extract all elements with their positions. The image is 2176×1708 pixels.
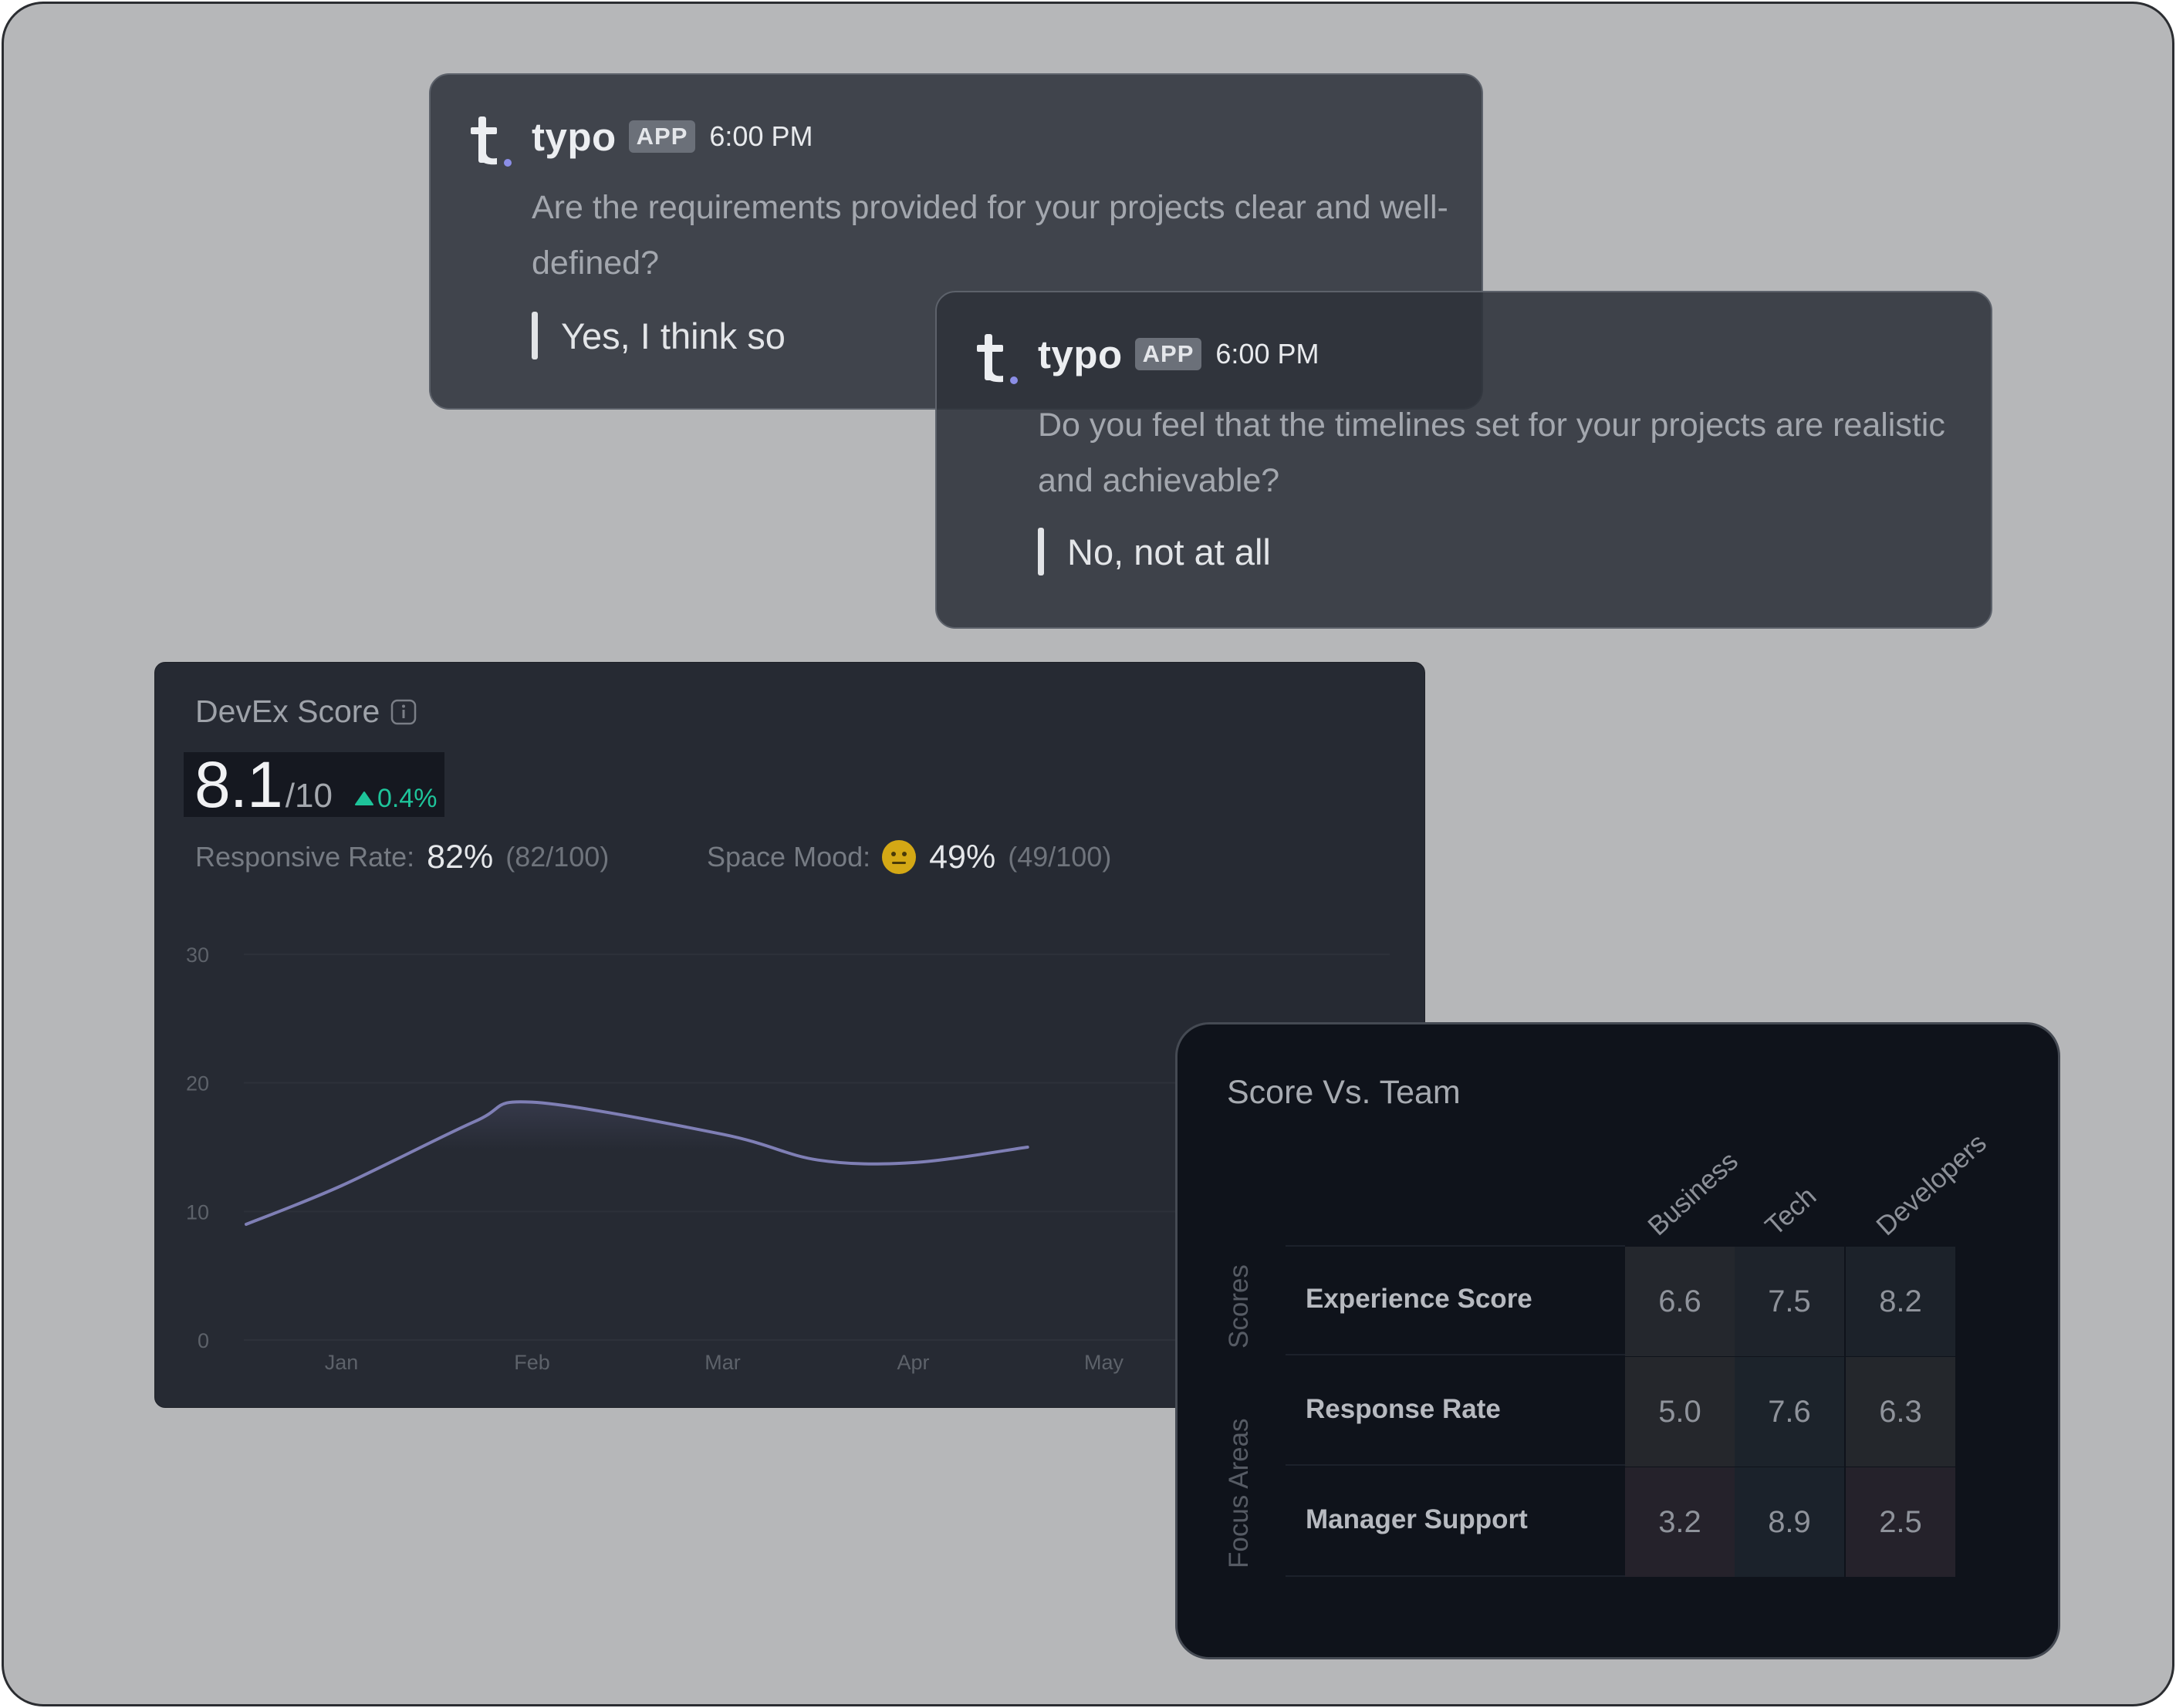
responsive-rate-value: 82% (427, 838, 494, 876)
team-panel-title: Score Vs. Team (1227, 1074, 1461, 1111)
responsive-rate-stat: Responsive Rate: 82% (82/100) (195, 834, 609, 880)
message-answer: No, not at all (1038, 527, 1271, 576)
score-cell: 6.3 (1846, 1357, 1955, 1467)
space-mood-stat: Space Mood: 49% (49/100) (707, 834, 1111, 880)
x-tick-label: Apr (897, 1351, 929, 1374)
message-answer: Yes, I think so (532, 311, 786, 360)
message-question: Are the requirements provided for your p… (532, 189, 1448, 282)
message-question: Do you feel that the timelines set for y… (1038, 407, 1945, 499)
neutral-face-icon (882, 840, 917, 874)
row-group-label: Scores (1224, 1264, 1254, 1349)
score-delta-value: 0.4% (377, 783, 438, 813)
y-tick-label: 0 (198, 1329, 209, 1352)
space-mood-label: Space Mood: (707, 841, 871, 873)
column-header: Developers (1870, 1127, 1992, 1242)
score-delta: 0.4% (354, 783, 438, 814)
score-vs-team-panel: Score Vs. Team Business Tech Developers Sco… (1175, 1022, 2060, 1659)
table-divider (1286, 1575, 1625, 1577)
responsive-rate-label: Responsive Rate: (195, 841, 415, 873)
series-line (245, 1100, 1029, 1226)
devex-title-text: DevEx Score (195, 694, 380, 729)
x-tick-label: Feb (514, 1351, 550, 1374)
score-cell: 8.9 (1735, 1467, 1844, 1577)
score-cell: 2.5 (1846, 1467, 1955, 1577)
answer-text: No, not at all (1067, 531, 1271, 572)
row-label: Manager Support (1306, 1504, 1528, 1534)
row-label: Experience Score (1306, 1284, 1532, 1314)
score-cell: 5.0 (1625, 1357, 1735, 1467)
y-tick-label: 10 (186, 1200, 209, 1224)
typo-logo-icon (471, 116, 512, 167)
responsive-rate-detail: (82/100) (505, 841, 610, 873)
space-mood-value: 49% (929, 838, 996, 876)
column-header: Tech (1759, 1180, 1823, 1242)
column-header: Business (1642, 1146, 1744, 1242)
answer-text: Yes, I think so (561, 315, 786, 356)
x-tick-label: May (1084, 1351, 1124, 1374)
message-time: 6:00 PM (1215, 338, 1319, 370)
series-area (246, 1102, 1028, 1340)
typo-logo-icon (977, 334, 1018, 384)
score-cell: 7.5 (1735, 1247, 1844, 1356)
row-label: Response Rate (1306, 1394, 1501, 1424)
sender-name: typo (1038, 332, 1123, 376)
app-badge: APP (1134, 338, 1202, 370)
chat-message-card: typo APP 6:00 PM Do you feel that the ti… (935, 291, 1992, 629)
message-time: 6:00 PM (709, 120, 813, 152)
score-cell: 3.2 (1625, 1467, 1735, 1577)
x-tick-label: Jan (325, 1351, 359, 1374)
quote-bar (1038, 528, 1044, 576)
score-value: 8.1 (194, 748, 283, 821)
table-divider (1286, 1464, 1625, 1466)
quote-bar (532, 312, 538, 359)
score-cell: 6.6 (1625, 1247, 1735, 1356)
y-tick-label: 30 (186, 943, 209, 967)
x-tick-label: Mar (704, 1351, 741, 1374)
row-group-label: Focus Areas (1224, 1418, 1254, 1568)
score-summary: 8.1 /10 0.4% (184, 748, 445, 821)
triangle-up-icon (354, 792, 373, 805)
info-icon[interactable] (390, 699, 417, 725)
score-denominator: /10 (285, 777, 333, 815)
y-tick-label: 20 (186, 1072, 209, 1095)
score-cell: 7.6 (1735, 1357, 1844, 1467)
score-cell: 8.2 (1846, 1247, 1955, 1356)
table-divider (1286, 1245, 1625, 1247)
table-divider (1286, 1354, 1625, 1355)
devex-title: DevEx Score (195, 694, 417, 730)
app-badge: APP (628, 120, 696, 153)
space-mood-detail: (49/100) (1008, 841, 1112, 873)
sender-name: typo (532, 114, 617, 159)
